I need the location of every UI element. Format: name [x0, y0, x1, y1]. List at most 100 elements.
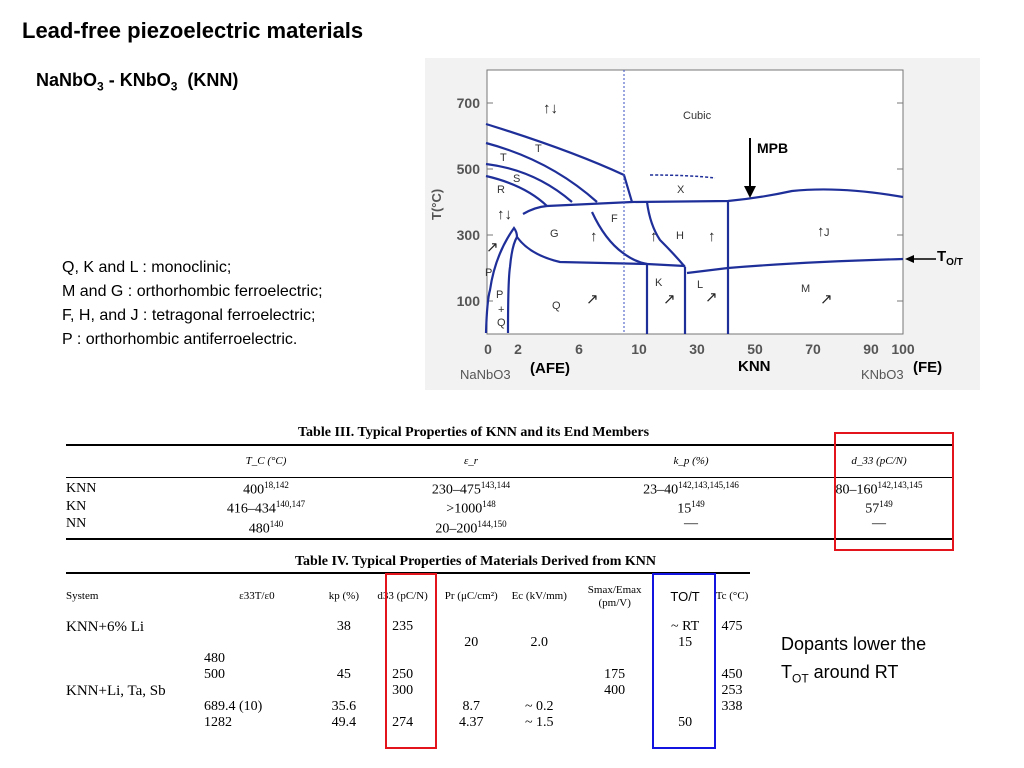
header: ε_r [463, 455, 479, 468]
cell [66, 715, 194, 731]
cell: 49.4 [331, 715, 357, 730]
table-row: 1282 49.4 274 4.37 ~ 1.5 50 [66, 715, 750, 731]
text: 416–434 [226, 501, 276, 517]
cell [437, 651, 505, 667]
cell [194, 683, 320, 699]
ref: 140,147 [275, 499, 306, 510]
x-tick: 2 [514, 341, 522, 357]
y-tick: 500 [457, 161, 481, 177]
x-tick: 6 [575, 341, 583, 357]
knn-label: KNN [738, 358, 771, 375]
cell: 480 [203, 651, 225, 666]
phase-notes: Q, K and L : monoclinic; M and G : ortho… [62, 256, 323, 352]
cell [573, 651, 656, 667]
y-ticks [487, 102, 903, 302]
cell: ~ 1.5 [524, 715, 554, 730]
phase-diagram: Cubic T T S R X G F H J K L M Q P P + Q … [429, 69, 936, 382]
text: — [872, 515, 886, 531]
cell: >1000148 [366, 497, 576, 517]
cell: — [806, 515, 952, 539]
arrow-up-icon: ↑ [708, 228, 716, 245]
y-tick: 100 [457, 293, 481, 309]
cell: 15 [678, 635, 693, 650]
region-r: R [497, 184, 505, 196]
text: TOT around RT [781, 658, 926, 693]
text: T [937, 248, 947, 265]
ref: 140 [269, 518, 284, 529]
cell: KNN+Li, Ta, Sb [66, 683, 166, 699]
text: - KNbO [103, 70, 171, 90]
header: k_p (%) [673, 455, 709, 468]
text: 3 [97, 79, 104, 94]
header: Tc (°C) [715, 590, 749, 602]
table-row: KN 416–434140,147 >1000148 15149 57149 [66, 497, 952, 517]
text: 80–160 [835, 482, 878, 498]
region-x: X [677, 184, 685, 196]
x-tick: 70 [805, 341, 821, 357]
slide-title: Lead-free piezoelectric materials [22, 18, 364, 43]
cell [714, 715, 750, 731]
tot-label: TO/T [937, 248, 963, 268]
afe-label: (AFE) [530, 360, 570, 377]
cell: 500 [203, 667, 225, 682]
y-tick: 300 [457, 227, 481, 243]
table3: T_C (°C) ε_r k_p (%) d_33 (pC/N) KNN 4001… [66, 444, 952, 540]
cell: 400 [604, 683, 626, 698]
text: 23–40 [643, 482, 679, 498]
header: d_33 (pC/N) [851, 455, 907, 468]
table4-header: System ε33T/ε0 kp (%) d33 (pC/N) Pr (μC/cm²)… [66, 573, 750, 619]
cell [66, 699, 194, 715]
x-tick: 10 [631, 341, 647, 357]
region-t: T [500, 152, 507, 164]
cell: 250 [392, 667, 414, 682]
ref: 149 [691, 499, 705, 510]
ref: 18,142 [264, 479, 289, 490]
text: 480 [248, 521, 270, 537]
cell: 450 [721, 667, 743, 682]
cell [194, 635, 320, 651]
cell: 230–475143,144 [366, 477, 576, 497]
fe-label: (FE) [913, 359, 943, 376]
cell [714, 651, 750, 667]
region-f: F [611, 213, 618, 225]
ref: 142,143,145 [877, 479, 923, 490]
cell [573, 699, 656, 715]
cell [66, 651, 194, 667]
x-tick-labels: 0 2 6 10 30 50 70 90 100 [484, 341, 915, 357]
cell [437, 683, 505, 699]
cell: 38 [336, 619, 351, 634]
cell: ~ RT [671, 619, 700, 634]
header: kp (%) [328, 590, 359, 602]
header: Smax/Emax (pm/V) [587, 583, 642, 609]
cell: 50 [678, 715, 693, 730]
table-row: 20 2.0 15 [66, 635, 750, 651]
table3-caption: Table III. Typical Properties of KNN and… [298, 425, 650, 440]
cell: 40018,142 [166, 477, 366, 497]
table-row: KNN 40018,142 230–475143,144 23–40 142,143,1… [66, 477, 952, 497]
region-s: S [513, 173, 520, 185]
region-j: J [824, 227, 830, 239]
arrow-up-icon: ↑ [590, 228, 598, 245]
cell [320, 683, 368, 699]
cell: 300 [392, 683, 414, 698]
mpb-arrowhead-icon [744, 186, 756, 198]
header: ε33T/ε0 [239, 590, 275, 602]
text: 15 [677, 501, 692, 517]
ref: 144,150 [477, 518, 507, 529]
region-h: H [676, 230, 684, 242]
cell: 253 [721, 683, 743, 698]
cell [505, 619, 573, 635]
table4: System ε33T/ε0 kp (%) d33 (pC/N) Pr (μC/cm²)… [66, 572, 750, 731]
phase-boundaries [484, 122, 904, 334]
region-m: M [801, 283, 810, 295]
table-row: 480 [66, 651, 750, 667]
header: Ec (kV/mm) [511, 590, 567, 602]
table-row: 689.4 (10) 35.6 8.7 ~ 0.2 338 [66, 699, 750, 715]
cell: KNN [66, 481, 97, 497]
region-p: P [496, 289, 503, 301]
cell: KNN+6% Li [66, 619, 145, 635]
arrow-diag-icon: ↗ [486, 239, 499, 256]
arrow-up-icon: ↑ [817, 223, 825, 240]
region-q: Q [552, 300, 561, 312]
region-plus: + [498, 304, 504, 316]
